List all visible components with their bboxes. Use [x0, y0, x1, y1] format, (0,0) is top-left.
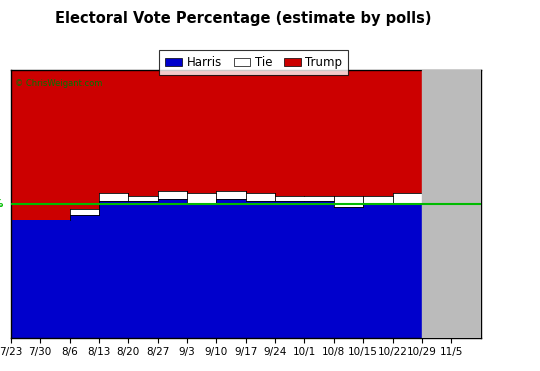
Text: © ChrisWeigant.com: © ChrisWeigant.com: [16, 79, 103, 88]
Bar: [422, 70, 481, 338]
Legend: Harris, Tie, Trump: Harris, Tie, Trump: [159, 50, 348, 75]
Text: 50%: 50%: [0, 199, 4, 209]
Text: Electoral Vote Percentage (estimate by polls): Electoral Vote Percentage (estimate by p…: [55, 11, 431, 26]
